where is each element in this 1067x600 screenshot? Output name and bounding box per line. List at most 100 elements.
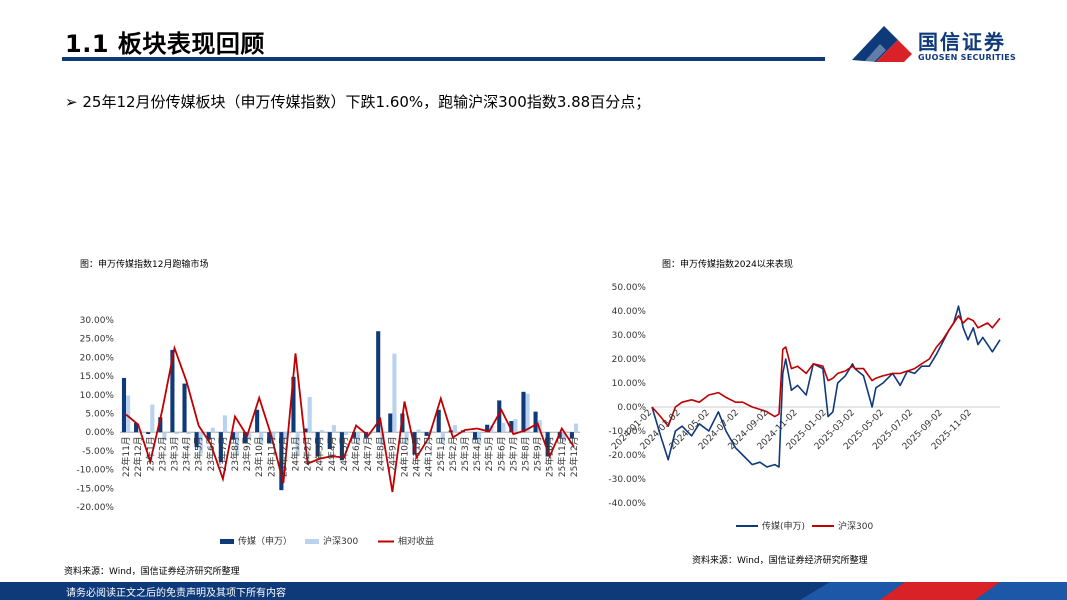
bar-media	[424, 432, 429, 436]
company-logo: 国信证券 GUOSEN SECURITIES	[846, 22, 1026, 68]
x-tick-label: 25年6月	[495, 436, 507, 471]
x-tick-label: 25年12月	[568, 436, 580, 477]
y-tick-label: -40.00%	[608, 499, 646, 509]
y-tick-label: 15.00%	[80, 372, 115, 382]
x-tick-label: 25年7月	[507, 436, 519, 471]
bar-media	[218, 432, 223, 463]
y-tick-label: 20.00%	[612, 355, 647, 365]
x-tick-label: 25年10月	[544, 436, 556, 477]
x-tick-label: 24年3月	[314, 436, 326, 471]
media-index-line	[651, 305, 1001, 468]
legend-swatch-media	[220, 539, 234, 544]
bar-hs300	[452, 425, 458, 433]
x-tick-label: 25年11月	[556, 436, 568, 477]
bar-hs300	[126, 395, 131, 433]
x-tick-label: 23年7月	[217, 436, 229, 471]
bar-media	[255, 409, 260, 433]
y-tick-label: -30.00%	[608, 475, 646, 485]
bar-media	[230, 432, 235, 440]
bar-media	[134, 422, 139, 433]
bullet-marker-icon: ➢	[65, 93, 78, 111]
bar-hs300	[210, 427, 215, 433]
bar-media	[351, 432, 357, 438]
bar-hs300	[235, 432, 240, 456]
bar-hs300	[150, 404, 155, 433]
y-tick-label: -10.00%	[608, 427, 646, 437]
footer-disclaimer: 请务必阅读正文之后的免责声明及其项下所有内容	[66, 588, 286, 599]
logo-mark-icon	[852, 26, 912, 62]
x-tick-label: 25年8月	[520, 436, 532, 471]
y-tick-label: -20.00%	[608, 451, 646, 461]
bar-media	[412, 432, 417, 455]
legend-label-hs300: 沪深300	[323, 535, 358, 547]
x-tick-label: 24年6月	[350, 436, 362, 471]
bar-hs300	[331, 425, 336, 433]
x-tick-label: 22年12月	[132, 436, 144, 477]
logo-chinese-text: 国信证券	[918, 30, 1006, 54]
bar-media	[509, 420, 514, 433]
hs300-line	[651, 314, 1001, 427]
x-tick-label: 23年8月	[229, 436, 241, 471]
y-tick-label: 0.00%	[617, 403, 646, 413]
x-tick-label: 23年3月	[168, 436, 180, 471]
left-bar-chart: -20.00% -15.00% -10.00% -5.00% 0.00% 5.00% 10.…	[76, 316, 580, 547]
bar-media	[545, 432, 550, 457]
y-tick-label: 30.00%	[80, 316, 115, 326]
x-tick-label: 24年1月	[290, 436, 302, 471]
y-tick-label: -20.00%	[76, 503, 114, 513]
bullet-text: 25年12月份传媒板块（申万传媒指数）下跌1.60%，跑输沪深300指数3.88…	[82, 93, 651, 111]
y-tick-label: 40.00%	[612, 307, 647, 317]
right-line-chart: -40.00% -30.00% -20.00% -10.00% 0.00% 10.00% 2…	[608, 283, 1001, 532]
y-tick-label: 25.00%	[80, 335, 115, 345]
bar-media	[569, 432, 574, 439]
right-figure-source: 资料来源：Wind，国信证券经济研究所整理	[692, 556, 868, 566]
legend-label-media: 传媒(申万)	[762, 520, 805, 532]
legend-swatch-hs300	[305, 539, 319, 544]
x-tick-label: 24年5月	[338, 436, 350, 471]
bar-hs300	[247, 432, 252, 440]
bar-hs300	[537, 420, 542, 433]
x-tick-label: 25年3月	[459, 436, 471, 471]
x-tick-label: 24年10月	[398, 436, 410, 477]
bar-hs300	[222, 415, 228, 433]
bar-media	[206, 432, 211, 440]
x-tick-label: 24年2月	[302, 436, 314, 471]
bar-media	[182, 383, 187, 433]
x-tick-label: 23年4月	[181, 436, 193, 471]
legend-label-hs300: 沪深300	[838, 520, 873, 532]
bar-media	[388, 413, 393, 433]
bar-hs300	[501, 422, 506, 433]
y-tick-label: 20.00%	[80, 353, 115, 363]
left-figure-source: 资料来源：Wind，国信证券经济研究所整理	[64, 567, 240, 577]
x-tick-label: 24年12月	[423, 436, 435, 477]
x-tick-label: 25年2月	[447, 436, 459, 471]
bar-hs300	[259, 432, 264, 445]
x-tick-label: 23年1月	[144, 436, 156, 471]
bar-hs300	[525, 393, 530, 433]
bar-media	[315, 432, 320, 457]
x-tick-label: 25年9月	[532, 436, 544, 471]
bar-media	[242, 432, 248, 444]
bar-hs300	[392, 353, 397, 433]
x-tick-label: 23年9月	[241, 436, 253, 471]
bar-hs300	[162, 432, 167, 441]
x-tick-label: 24年4月	[326, 436, 338, 471]
bar-media	[267, 432, 272, 444]
bar-media	[121, 377, 127, 433]
bar-media	[472, 432, 478, 440]
x-tick-label: 24年11月	[411, 436, 423, 477]
x-tick-label: 24年9月	[386, 436, 398, 471]
legend-label-media: 传媒（申万）	[238, 535, 292, 547]
bar-media	[303, 428, 308, 433]
x-tick-label: 23年5月	[193, 436, 205, 471]
bar-hs300	[295, 432, 300, 456]
bar-media	[339, 432, 344, 461]
bar-hs300	[477, 432, 482, 444]
bar-hs300	[356, 432, 361, 445]
bar-hs300	[561, 432, 566, 442]
x-tick-label: 25年5月	[483, 436, 495, 471]
bar-hs300	[513, 419, 518, 433]
bar-hs300	[174, 432, 179, 435]
y-tick-label: -10.00%	[76, 466, 114, 476]
bar-hs300	[283, 432, 288, 440]
